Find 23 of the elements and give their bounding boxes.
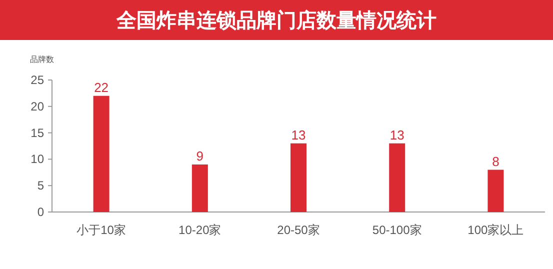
y-tick-label: 10 [30,152,44,166]
y-tick-label: 25 [30,73,44,87]
x-tick-label: 50-100家 [372,223,422,237]
chart-title: 全国炸串连锁品牌门店数量情况统计 [116,9,436,32]
data-label: 13 [390,127,404,142]
x-tick-label: 小于10家 [76,223,126,237]
bar [93,96,110,212]
y-tick-label: 5 [37,178,44,193]
y-tick-label: 0 [37,205,44,219]
data-label: 8 [492,154,500,169]
y-axis-title: 品牌数 [30,55,54,64]
y-tick-label: 15 [30,126,44,140]
y-tick-label: 20 [30,99,44,114]
x-tick-label: 100家以上 [468,223,524,237]
data-label: 13 [291,127,306,142]
bar [192,164,208,212]
bar [488,170,504,212]
bar [389,143,406,212]
x-tick-label: 20-50家 [277,223,320,237]
bar [290,143,306,212]
data-label: 9 [196,148,204,164]
x-tick-label: 10-20家 [178,223,222,237]
data-label: 22 [94,80,109,95]
